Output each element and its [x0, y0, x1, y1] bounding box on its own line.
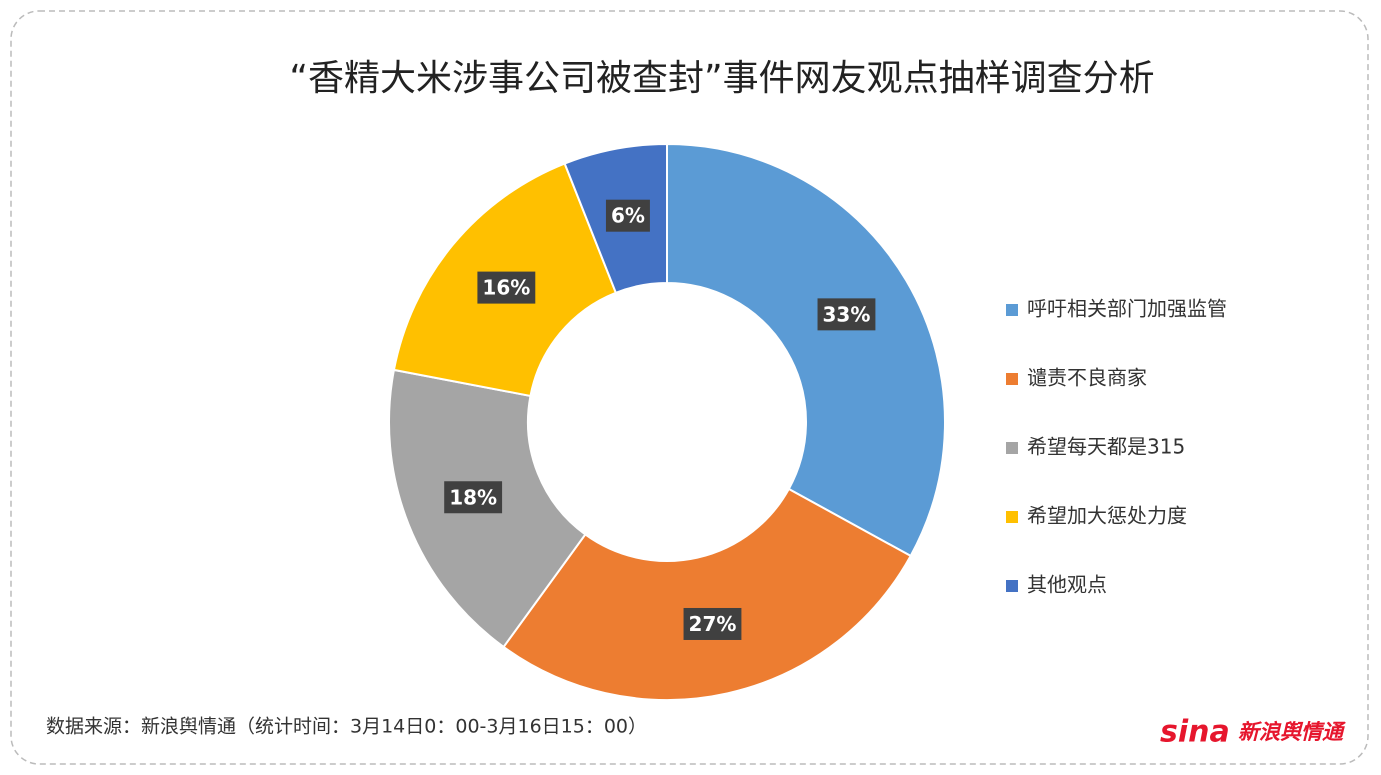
legend-swatch — [1006, 442, 1018, 454]
logo-brand: sina — [1160, 715, 1230, 750]
frame — [10, 10, 1369, 765]
data-label-box — [444, 481, 503, 514]
legend-label: 希望加大惩处力度 — [1027, 504, 1187, 528]
slice — [666, 142, 946, 558]
legend-label: 谴责不良商家 — [1027, 366, 1147, 390]
legend-swatch — [1006, 373, 1018, 385]
legend-label: 呼吁相关部门加强监管 — [1027, 297, 1227, 321]
data-label-box — [817, 298, 876, 331]
data-label: 18% — [449, 485, 497, 509]
legend-label: 希望每天都是315 — [1027, 435, 1185, 459]
data-label-box — [683, 607, 742, 640]
legend-label: 其他观点 — [1027, 573, 1107, 597]
legend-swatch — [1006, 511, 1018, 523]
logo-name: 新浪舆情通 — [1238, 720, 1346, 744]
data-label: 33% — [823, 302, 871, 326]
data-label: 27% — [689, 612, 737, 636]
data-label-box — [477, 271, 536, 304]
data-label: 6% — [611, 204, 645, 228]
legend-swatch — [1006, 580, 1018, 592]
slice — [502, 487, 912, 701]
legend-swatch — [1006, 304, 1018, 316]
chart-title: “香精大米涉事公司被查封”事件网友观点抽样调查分析 — [289, 58, 1154, 99]
source-note: 数据来源：新浪舆情通（统计时间：3月14日0：00-3月16日15：00） — [46, 716, 647, 738]
data-label: 16% — [482, 276, 530, 300]
data-label-box — [605, 199, 650, 232]
